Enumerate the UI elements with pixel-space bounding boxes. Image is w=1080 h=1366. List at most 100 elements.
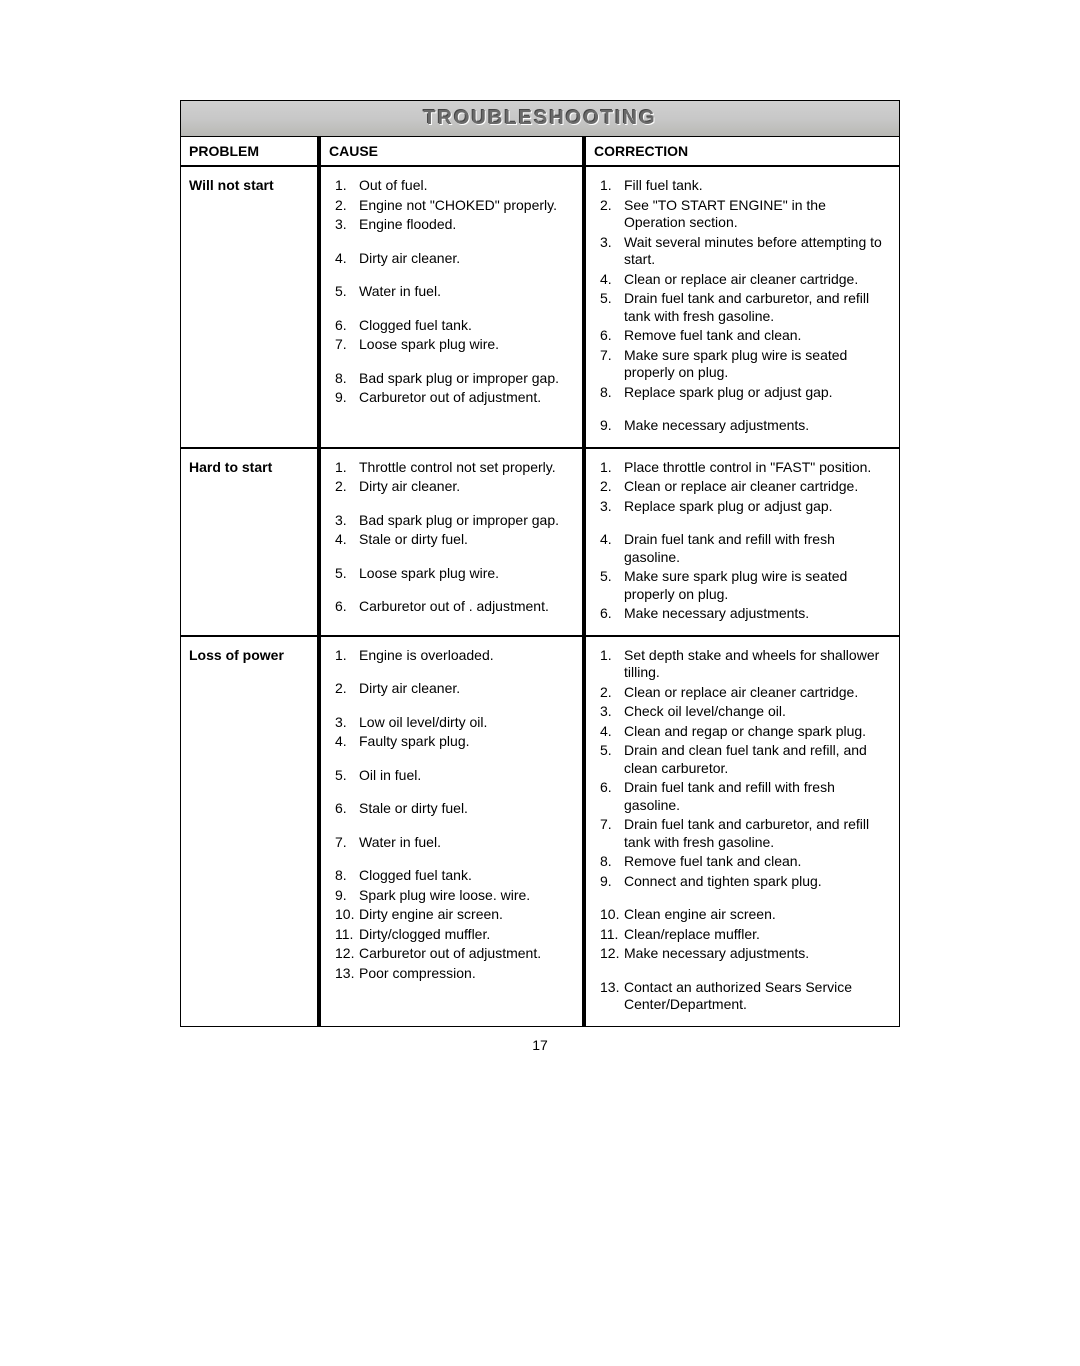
- list-item: 11.Clean/replace muffler.: [600, 926, 889, 944]
- list-item: 4.Faulty spark plug.: [335, 733, 572, 751]
- item-text: Clean and regap or change spark plug.: [624, 723, 889, 741]
- item-text: Make sure spark plug wire is seat­ed pro…: [624, 347, 889, 382]
- item-text: Contact an authorized Sears Service Cent…: [624, 979, 889, 1014]
- item-number: 11.: [335, 926, 359, 944]
- list-item: 4.Clean or replace air cleaner car­tridg…: [600, 271, 889, 289]
- list-item: 7.Drain fuel tank and carburetor, and re…: [600, 816, 889, 851]
- col-header-cause: CAUSE: [321, 137, 586, 165]
- list-item: 10.Dirty engine air screen.: [335, 906, 572, 924]
- correction-cell: 1.Set depth stake and wheels for shallow…: [586, 637, 899, 1026]
- list-item: 3.Engine flooded.: [335, 216, 572, 234]
- item-number: 12.: [600, 945, 624, 963]
- list-item: 7.Water in fuel.: [335, 834, 572, 852]
- item-number: 3.: [600, 234, 624, 269]
- item-text: Dirty engine air screen.: [359, 906, 572, 924]
- item-number: 11.: [600, 926, 624, 944]
- list-item: 9.Carburetor out of adjust­ment.: [335, 389, 572, 407]
- list-item: 9.Connect and tighten spark plug.: [600, 873, 889, 891]
- list-item: 3.Low oil level/dirty oil.: [335, 714, 572, 732]
- item-number: 12.: [335, 945, 359, 963]
- item-number: 10.: [600, 906, 624, 924]
- item-number: 5.: [335, 565, 359, 583]
- item-text: Carburetor out of adjustment.: [359, 945, 572, 963]
- item-text: Water in fuel.: [359, 834, 572, 852]
- item-number: 4.: [335, 250, 359, 268]
- item-number: 6.: [335, 800, 359, 818]
- item-text: Clean or replace air cleaner car­tridge.: [624, 478, 889, 496]
- item-text: Set depth stake and wheels for shallower…: [624, 647, 889, 682]
- item-number: 8.: [600, 384, 624, 402]
- item-text: Bad spark plug or improper gap.: [359, 512, 572, 530]
- list-item: 6.Clogged fuel tank.: [335, 317, 572, 335]
- list-item: 1.Out of fuel.: [335, 177, 572, 195]
- item-number: 1.: [335, 459, 359, 477]
- item-text: Low oil level/dirty oil.: [359, 714, 572, 732]
- list-item: 6.Drain fuel tank and refill with fresh …: [600, 779, 889, 814]
- list-item: 3.Check oil level/change oil.: [600, 703, 889, 721]
- item-number: 1.: [335, 177, 359, 195]
- item-number: 2.: [600, 197, 624, 232]
- item-number: 7.: [600, 347, 624, 382]
- item-number: 8.: [335, 370, 359, 388]
- spacer: [335, 303, 572, 317]
- list-item: 4.Clean and regap or change spark plug.: [600, 723, 889, 741]
- item-text: Poor compression.: [359, 965, 572, 983]
- item-number: 4.: [600, 271, 624, 289]
- list-item: 5.Water in fuel.: [335, 283, 572, 301]
- spacer: [335, 356, 572, 370]
- list-item: 2.Dirty air cleaner.: [335, 478, 572, 496]
- item-text: Drain fuel tank and refill with fresh ga…: [624, 531, 889, 566]
- item-text: Make necessary adjustments.: [624, 417, 889, 435]
- list-item: 5.Oil in fuel.: [335, 767, 572, 785]
- list-item: 5.Make sure spark plug wire is seat­ed p…: [600, 568, 889, 603]
- spacer: [600, 892, 889, 906]
- list-item: 10.Clean engine air screen.: [600, 906, 889, 924]
- item-text: Spark plug wire loose. wire.: [359, 887, 572, 905]
- correction-cell: 1.Fill fuel tank.2.See "TO START ENGINE"…: [586, 167, 899, 447]
- spacer: [335, 498, 572, 512]
- cause-list: 1.Throttle control not set properly.2.Di…: [335, 459, 572, 616]
- item-text: Remove fuel tank and clean.: [624, 853, 889, 871]
- list-item: 9.Spark plug wire loose. wire.: [335, 887, 572, 905]
- item-text: Clean engine air screen.: [624, 906, 889, 924]
- spacer: [335, 753, 572, 767]
- item-text: Dirty air cleaner.: [359, 680, 572, 698]
- item-text: Remove fuel tank and clean.: [624, 327, 889, 345]
- item-text: Oil in fuel.: [359, 767, 572, 785]
- problem-cell: Will not start: [181, 167, 321, 447]
- item-number: 6.: [335, 598, 359, 616]
- item-text: Engine is overloaded.: [359, 647, 572, 665]
- list-item: 13.Poor compression.: [335, 965, 572, 983]
- list-item: 6.Make necessary adjustments.: [600, 605, 889, 623]
- list-item: 6.Stale or dirty fuel.: [335, 800, 572, 818]
- item-number: 9.: [600, 417, 624, 435]
- item-number: 4.: [600, 531, 624, 566]
- item-number: 6.: [600, 327, 624, 345]
- item-number: 5.: [600, 742, 624, 777]
- item-number: 1.: [600, 177, 624, 195]
- item-number: 1.: [600, 647, 624, 682]
- item-number: 2.: [600, 478, 624, 496]
- item-text: Fill fuel tank.: [624, 177, 889, 195]
- item-text: Dirty/clogged muffler.: [359, 926, 572, 944]
- cause-cell: 1.Out of fuel.2.Engine not "CHOKED" prop…: [321, 167, 586, 447]
- list-item: 12.Make necessary adjustments.: [600, 945, 889, 963]
- item-text: Engine not "CHOKED" properly.: [359, 197, 572, 215]
- correction-cell: 1.Place throttle control in "FAST" posit…: [586, 449, 899, 635]
- item-text: Make necessary adjustments.: [624, 945, 889, 963]
- list-item: 4.Dirty air cleaner.: [335, 250, 572, 268]
- item-number: 4.: [600, 723, 624, 741]
- problem-cell: Hard to start: [181, 449, 321, 635]
- list-item: 6.Remove fuel tank and clean.: [600, 327, 889, 345]
- spacer: [600, 965, 889, 979]
- list-item: 8.Clogged fuel tank.: [335, 867, 572, 885]
- item-text: Clean/replace muffler.: [624, 926, 889, 944]
- cause-list: 1.Out of fuel.2.Engine not "CHOKED" prop…: [335, 177, 572, 407]
- list-item: 1.Engine is overloaded.: [335, 647, 572, 665]
- item-number: 5.: [335, 767, 359, 785]
- item-text: Stale or dirty fuel.: [359, 800, 572, 818]
- item-text: Place throttle control in "FAST" positio…: [624, 459, 889, 477]
- cause-cell: 1.Throttle control not set properly.2.Di…: [321, 449, 586, 635]
- col-header-problem: PROBLEM: [181, 137, 321, 165]
- list-item: 6.Carburetor out of . adjustment.: [335, 598, 572, 616]
